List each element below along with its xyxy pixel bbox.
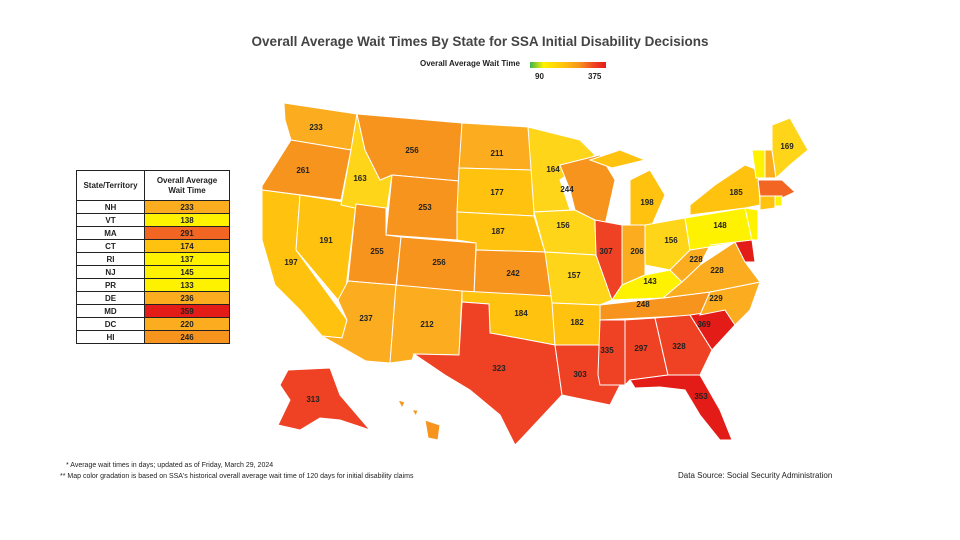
state-value-label-WA: 233 bbox=[309, 123, 323, 132]
state-MO[interactable] bbox=[544, 251, 613, 306]
legend-min: 90 bbox=[535, 72, 544, 81]
state-AK[interactable] bbox=[277, 367, 372, 432]
legend-label: Overall Average Wait Time bbox=[420, 59, 520, 68]
state-MD[interactable] bbox=[709, 239, 756, 263]
legend-gradient-bar bbox=[530, 62, 606, 68]
state-value-label-NC: 229 bbox=[709, 294, 723, 303]
table-row: VT 138 bbox=[76, 213, 230, 227]
state-value-label-IL: 307 bbox=[599, 247, 613, 256]
state-value-label-NV: 191 bbox=[319, 236, 333, 245]
state-value-label-NM: 212 bbox=[420, 320, 434, 329]
footnote-1: * Average wait times in days; updated as… bbox=[66, 462, 274, 469]
state-ND[interactable] bbox=[458, 122, 534, 171]
state-value-label-ME: 169 bbox=[780, 142, 794, 151]
state-value-label-MN: 164 bbox=[546, 165, 560, 174]
state-value-label-IA: 156 bbox=[556, 221, 570, 230]
territory-table: State/Territory Overall Average Wait Tim… bbox=[76, 170, 230, 344]
state-value-label-OR: 261 bbox=[296, 166, 310, 175]
state-value-label-GA: 328 bbox=[672, 342, 686, 351]
table-row: HI 246 bbox=[76, 330, 230, 344]
table-cell-wait: 138 bbox=[144, 213, 230, 227]
state-RI[interactable] bbox=[774, 195, 783, 207]
state-value-label-FL: 353 bbox=[694, 392, 708, 401]
state-value-label-ND: 211 bbox=[491, 149, 504, 158]
table-header-state: State/Territory bbox=[76, 170, 145, 201]
map-title: Overall Average Wait Times By State for … bbox=[251, 34, 709, 49]
table-cell-wait: 246 bbox=[144, 330, 230, 344]
table-row: RI 137 bbox=[76, 252, 230, 266]
table-row: DC 220 bbox=[76, 317, 230, 331]
state-value-label-KS: 242 bbox=[506, 269, 520, 278]
state-HI[interactable] bbox=[397, 399, 441, 441]
state-value-label-SD: 177 bbox=[490, 188, 504, 197]
state-CT[interactable] bbox=[759, 195, 776, 211]
table-row: MD 359 bbox=[76, 304, 230, 318]
state-value-label-CO: 256 bbox=[432, 258, 446, 267]
state-value-label-AR: 182 bbox=[570, 318, 584, 327]
table-cell-wait: 220 bbox=[144, 317, 230, 331]
state-value-label-WY: 253 bbox=[418, 203, 432, 212]
state-TX[interactable] bbox=[412, 301, 563, 446]
state-MA[interactable] bbox=[757, 179, 796, 199]
state-value-label-ID: 163 bbox=[353, 174, 367, 183]
table-cell-wait: 359 bbox=[144, 304, 230, 318]
state-value-label-AL: 297 bbox=[634, 344, 648, 353]
state-WV[interactable] bbox=[669, 244, 711, 283]
state-value-label-TN: 248 bbox=[636, 300, 650, 309]
state-value-label-MS: 335 bbox=[600, 346, 614, 355]
state-value-label-NY: 185 bbox=[729, 188, 743, 197]
table-header-wait: Overall Average Wait Time bbox=[144, 170, 230, 201]
state-value-label-AZ: 237 bbox=[359, 314, 373, 323]
state-value-label-IN: 206 bbox=[630, 247, 644, 256]
state-value-label-UT: 255 bbox=[370, 247, 384, 256]
state-GA[interactable] bbox=[654, 314, 713, 376]
state-VA[interactable] bbox=[661, 241, 761, 299]
state-MS[interactable] bbox=[597, 319, 626, 386]
state-value-label-CA: 197 bbox=[284, 258, 298, 267]
state-value-label-AK: 313 bbox=[306, 395, 320, 404]
state-value-label-WI: 244 bbox=[560, 185, 574, 194]
state-value-label-LA: 303 bbox=[573, 370, 587, 379]
state-value-label-MI: 198 bbox=[640, 198, 654, 207]
state-value-label-MT: 256 bbox=[405, 146, 419, 155]
footnote-2: ** Map color gradation is based on SSA's… bbox=[60, 473, 414, 480]
state-value-label-VA: 228 bbox=[710, 266, 724, 275]
data-source: Data Source: Social Security Administrat… bbox=[678, 471, 833, 480]
state-value-labels: 233 261 163 256 211 164 244 198 185 169 197 191 255 2… bbox=[284, 123, 794, 404]
state-value-label-KY: 143 bbox=[643, 277, 657, 286]
state-value-label-TX: 323 bbox=[492, 364, 506, 373]
state-NY[interactable] bbox=[689, 164, 761, 216]
state-MI[interactable] bbox=[588, 149, 666, 226]
state-value-label-OH: 156 bbox=[664, 236, 678, 245]
state-value-label-NE: 187 bbox=[491, 227, 505, 236]
table-cell-wait: 137 bbox=[144, 252, 230, 266]
color-legend: Overall Average Wait Time 90 375 bbox=[420, 58, 620, 84]
state-ME[interactable] bbox=[771, 117, 809, 180]
state-value-label-OK: 184 bbox=[514, 309, 528, 318]
table-cell-state: HI bbox=[76, 330, 145, 344]
state-NJ[interactable] bbox=[744, 207, 759, 241]
state-value-label-PA: 148 bbox=[713, 221, 727, 230]
state-FL[interactable] bbox=[629, 374, 733, 441]
legend-max: 375 bbox=[588, 72, 602, 81]
state-value-label-MO: 157 bbox=[567, 271, 581, 280]
state-value-label-SC: 369 bbox=[697, 320, 711, 329]
state-value-label-WV: 228 bbox=[689, 255, 703, 264]
